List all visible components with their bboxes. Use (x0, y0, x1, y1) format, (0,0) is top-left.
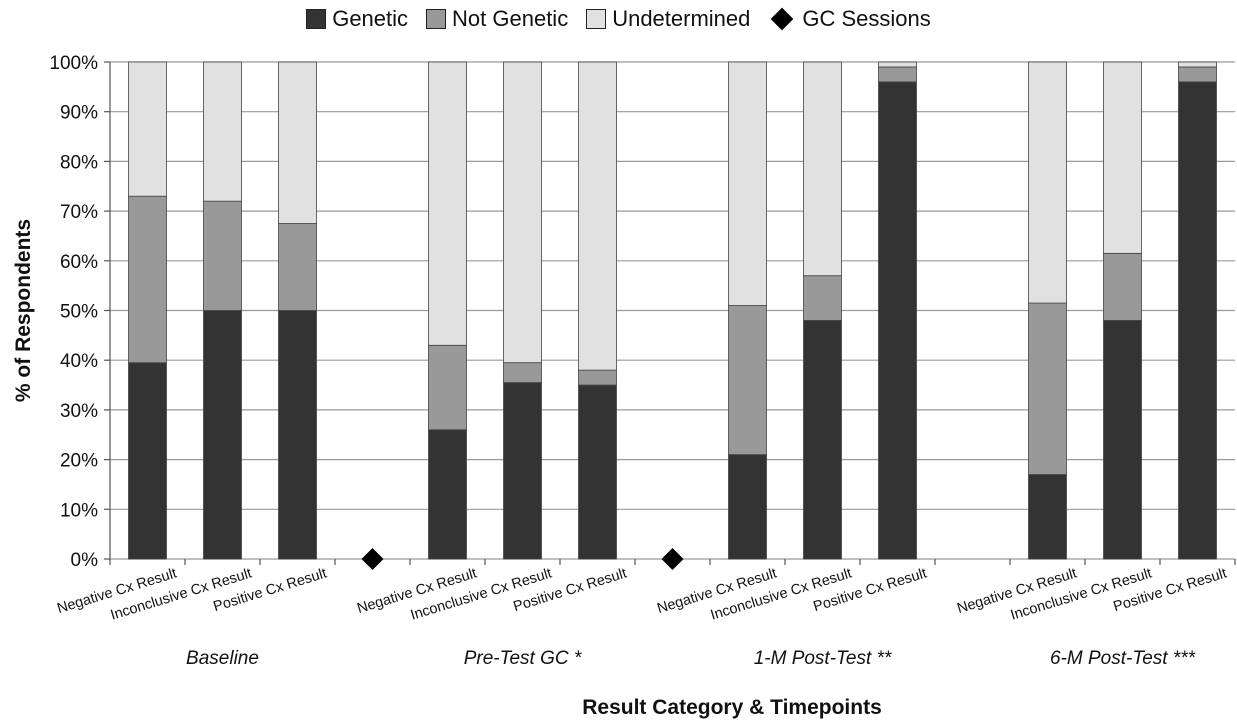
bar-not-genetic (428, 344, 467, 431)
bar-genetic (728, 454, 767, 560)
y-tick-label: 80% (60, 152, 98, 173)
legend-item-not-genetic: Not Genetic (426, 6, 568, 32)
y-tick-label: 100% (49, 53, 98, 74)
bar-genetic (1103, 320, 1142, 560)
bar-genetic (878, 81, 917, 560)
legend-item-genetic: Genetic (306, 6, 408, 32)
y-axis-title: % of Respondents (12, 219, 35, 402)
legend-label-undetermined: Undetermined (612, 6, 751, 31)
bar-genetic (578, 384, 617, 560)
bar-undetermined (878, 61, 917, 68)
group-label: Pre-Test GC * (464, 648, 582, 669)
gc-session-diamond (361, 548, 384, 570)
bar-genetic (1178, 81, 1217, 560)
legend-item-undetermined: Undetermined (586, 6, 750, 32)
bar-not-genetic (878, 66, 917, 83)
y-tick-label: 50% (60, 302, 98, 323)
y-tick-label: 30% (60, 401, 98, 422)
legend-swatch-undetermined (586, 9, 607, 29)
y-tick-label: 60% (60, 252, 98, 273)
bar-undetermined (728, 61, 767, 306)
y-tick-label: 90% (60, 103, 98, 124)
y-tick-label: 70% (60, 202, 98, 223)
bar-not-genetic (278, 223, 317, 311)
bar-undetermined (278, 61, 317, 224)
legend-swatch-genetic (306, 9, 327, 29)
legend-label-not-genetic: Not Genetic (452, 6, 569, 31)
bar-not-genetic (1178, 66, 1217, 83)
bar-not-genetic (803, 275, 842, 321)
bar-genetic (503, 382, 542, 560)
bar-not-genetic (503, 362, 542, 383)
bar-undetermined (128, 61, 167, 197)
bar-genetic (803, 320, 842, 560)
legend-item-gc-sessions: GC Sessions (768, 6, 931, 32)
bar-not-genetic (728, 305, 767, 456)
legend-label-genetic: Genetic (332, 6, 409, 31)
legend: Genetic Not Genetic Undetermined GC Sess… (0, 6, 1237, 32)
bar-undetermined (803, 61, 842, 277)
legend-label-gc-sessions: GC Sessions (802, 6, 931, 31)
bar-not-genetic (128, 195, 167, 364)
y-tick-label: 40% (60, 351, 98, 372)
group-label: 1-M Post-Test ** (754, 648, 892, 669)
bar-genetic (1028, 474, 1067, 560)
bar-undetermined (203, 61, 242, 202)
bar-not-genetic (1028, 302, 1067, 475)
gc-session-diamond (661, 548, 684, 570)
group-label: 6-M Post-Test *** (1050, 648, 1196, 669)
bar-undetermined (503, 61, 542, 364)
bar-genetic (428, 429, 467, 560)
bar-undetermined (1178, 61, 1217, 68)
bar-undetermined (428, 61, 467, 346)
y-tick-label: 10% (60, 500, 98, 521)
bar-undetermined (1103, 61, 1142, 254)
bar-not-genetic (203, 200, 242, 311)
bar-genetic (278, 310, 317, 560)
bar-undetermined (578, 61, 617, 371)
x-axis-title: Result Category & Timepoints (582, 696, 882, 719)
bar-undetermined (1028, 61, 1067, 304)
y-tick-label: 0% (71, 550, 99, 571)
group-label: Baseline (186, 648, 259, 669)
bar-genetic (128, 362, 167, 560)
legend-swatch-not-genetic (426, 9, 447, 29)
bar-genetic (203, 310, 242, 560)
y-tick-label: 20% (60, 451, 98, 472)
bar-not-genetic (578, 369, 617, 386)
bar-not-genetic (1103, 252, 1142, 321)
